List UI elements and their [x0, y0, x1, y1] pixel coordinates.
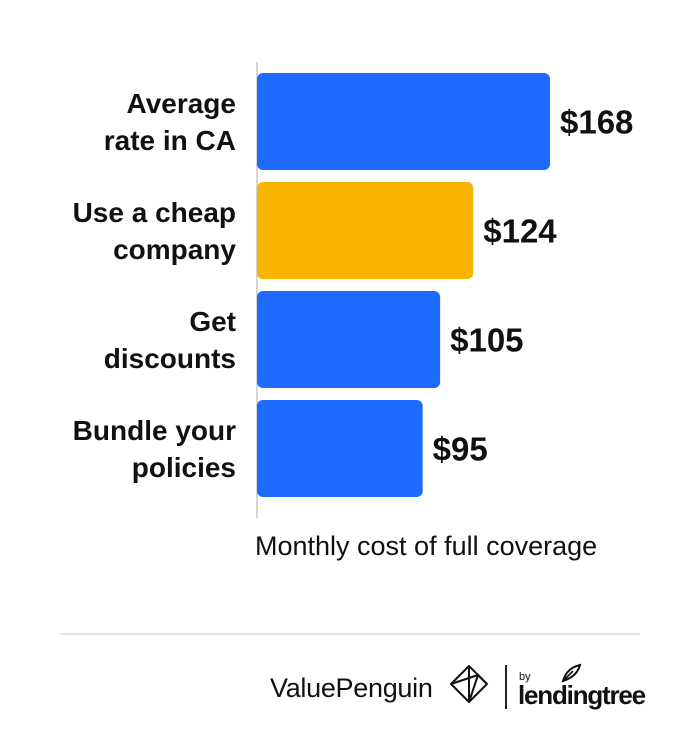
- leaf-icon: [561, 663, 582, 683]
- category-label-line: policies: [132, 452, 236, 483]
- brand-separator: [505, 665, 507, 709]
- value-label-1: $124: [483, 213, 557, 250]
- value-labels-group: $168 $124 $105 $95: [433, 104, 634, 468]
- bar-3: [257, 400, 423, 497]
- category-label-line: Average: [127, 88, 236, 119]
- footer-divider: [60, 633, 640, 635]
- category-label-2: Get discounts: [104, 306, 236, 374]
- category-label-0: Average rate in CA: [104, 88, 236, 156]
- bar-1: [257, 182, 474, 279]
- bar-0: [257, 73, 550, 170]
- x-axis-label: Monthly cost of full coverage: [255, 531, 597, 561]
- valuepenguin-logo-icon: [450, 665, 488, 703]
- category-label-line: company: [113, 234, 236, 265]
- bar-chart: Average rate in CA Use a cheap company Get di…: [73, 62, 634, 561]
- value-label-2: $105: [450, 322, 523, 359]
- category-label-line: rate in CA: [104, 125, 236, 156]
- footer: ValuePenguin by lendingtree: [0, 655, 700, 725]
- value-label-0: $168: [560, 104, 633, 141]
- category-label-line: Bundle your: [73, 415, 236, 446]
- category-label-1: Use a cheap company: [73, 197, 237, 265]
- category-label-3: Bundle your policies: [73, 415, 236, 483]
- category-labels-group: Average rate in CA Use a cheap company Get di…: [73, 88, 237, 483]
- bar-2: [257, 291, 441, 388]
- category-label-line: Get: [189, 306, 236, 337]
- category-label-line: Use a cheap: [73, 197, 236, 228]
- category-label-line: discounts: [104, 343, 236, 374]
- by-label: by: [519, 671, 531, 683]
- lendingtree-wordmark: lendingtree: [518, 680, 646, 710]
- valuepenguin-wordmark: ValuePenguin: [270, 673, 433, 703]
- bars-group: [257, 73, 550, 497]
- value-label-3: $95: [433, 431, 488, 468]
